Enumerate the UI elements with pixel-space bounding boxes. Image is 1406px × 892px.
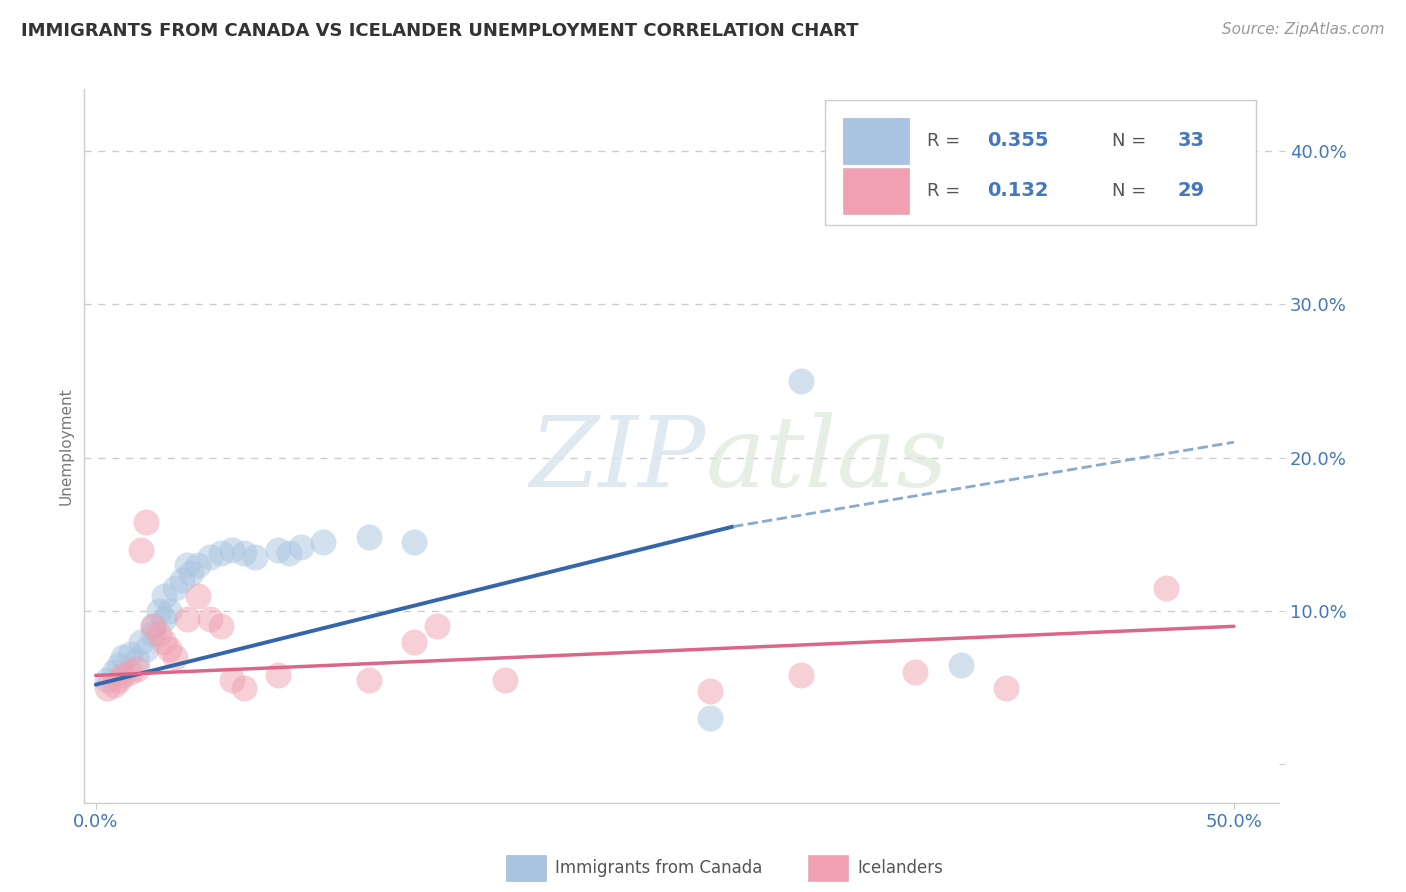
Point bbox=[221, 673, 243, 687]
Point bbox=[125, 662, 148, 676]
Point bbox=[995, 681, 1018, 695]
Text: N =: N = bbox=[1112, 182, 1152, 200]
Text: IMMIGRANTS FROM CANADA VS ICELANDER UNEMPLOYMENT CORRELATION CHART: IMMIGRANTS FROM CANADA VS ICELANDER UNEM… bbox=[21, 22, 859, 40]
Point bbox=[135, 642, 157, 657]
Point bbox=[404, 634, 426, 648]
Bar bbox=[844, 118, 908, 164]
Point bbox=[103, 665, 125, 680]
Text: 0.132: 0.132 bbox=[987, 181, 1047, 200]
Point bbox=[148, 627, 170, 641]
Text: Immigrants from Canada: Immigrants from Canada bbox=[555, 859, 762, 877]
Point bbox=[232, 681, 254, 695]
Point bbox=[187, 589, 209, 603]
Text: 0.355: 0.355 bbox=[987, 131, 1047, 150]
Point bbox=[221, 542, 243, 557]
Point bbox=[172, 574, 194, 588]
Text: Source: ZipAtlas.com: Source: ZipAtlas.com bbox=[1222, 22, 1385, 37]
Bar bbox=[844, 168, 908, 214]
Point bbox=[357, 673, 380, 687]
Point bbox=[426, 619, 449, 633]
Point bbox=[157, 642, 180, 657]
Point bbox=[1154, 581, 1177, 595]
Point bbox=[198, 550, 221, 565]
Point bbox=[176, 612, 198, 626]
Point bbox=[790, 374, 813, 388]
Point bbox=[125, 653, 148, 667]
Point bbox=[699, 711, 721, 725]
Point bbox=[129, 542, 152, 557]
Point bbox=[118, 647, 141, 661]
Point bbox=[187, 558, 209, 572]
Text: N =: N = bbox=[1112, 132, 1152, 150]
Text: Icelanders: Icelanders bbox=[858, 859, 943, 877]
Point bbox=[135, 515, 157, 529]
Point bbox=[129, 634, 152, 648]
Point bbox=[243, 550, 266, 565]
Point bbox=[112, 650, 135, 665]
Point bbox=[699, 683, 721, 698]
Point bbox=[112, 668, 135, 682]
Point bbox=[157, 604, 180, 618]
Point bbox=[267, 668, 290, 682]
Point bbox=[904, 665, 927, 680]
Point bbox=[148, 604, 170, 618]
Text: 33: 33 bbox=[1178, 131, 1205, 150]
Point bbox=[949, 657, 972, 672]
Text: R =: R = bbox=[927, 182, 966, 200]
Point bbox=[153, 612, 176, 626]
Point bbox=[153, 589, 176, 603]
Point bbox=[107, 657, 129, 672]
Point bbox=[165, 650, 187, 665]
Text: R =: R = bbox=[927, 132, 966, 150]
Point bbox=[232, 546, 254, 560]
Point bbox=[118, 665, 141, 680]
Point bbox=[209, 619, 232, 633]
Point bbox=[142, 627, 165, 641]
Point bbox=[96, 681, 118, 695]
Text: 29: 29 bbox=[1178, 181, 1205, 200]
Point bbox=[96, 673, 118, 687]
Point bbox=[165, 581, 187, 595]
Point bbox=[209, 546, 232, 560]
Point bbox=[404, 535, 426, 549]
Point bbox=[103, 678, 125, 692]
Point bbox=[278, 546, 301, 560]
FancyBboxPatch shape bbox=[825, 100, 1256, 225]
Text: atlas: atlas bbox=[706, 413, 949, 508]
Point bbox=[142, 619, 165, 633]
Point bbox=[790, 668, 813, 682]
Y-axis label: Unemployment: Unemployment bbox=[58, 387, 73, 505]
Point bbox=[312, 535, 335, 549]
Point bbox=[107, 673, 129, 687]
Point bbox=[142, 619, 165, 633]
Point bbox=[176, 558, 198, 572]
Point bbox=[290, 540, 312, 554]
Point bbox=[180, 566, 202, 580]
Point bbox=[198, 612, 221, 626]
Point bbox=[153, 634, 176, 648]
Point bbox=[267, 542, 290, 557]
Text: ZIP: ZIP bbox=[530, 413, 706, 508]
Point bbox=[357, 530, 380, 544]
Point bbox=[495, 673, 517, 687]
